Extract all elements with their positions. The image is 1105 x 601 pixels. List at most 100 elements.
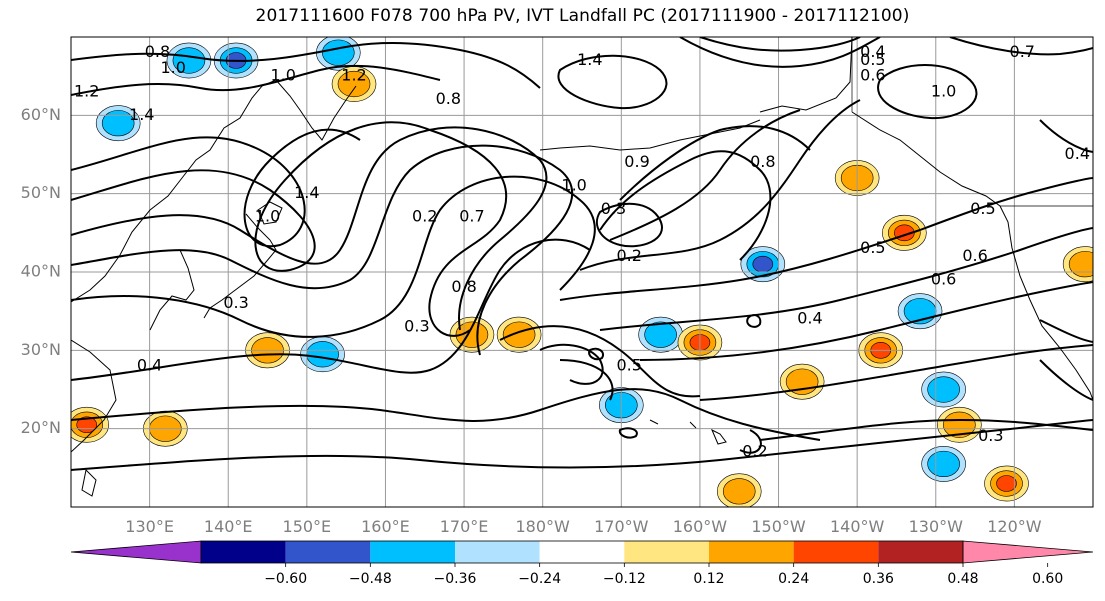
ivt-shade-level (172, 47, 206, 74)
pv-contour (609, 109, 801, 241)
contour-label: 0.8 (451, 277, 476, 296)
pv-contour (71, 144, 574, 356)
colorbar-segment (455, 541, 540, 563)
contour-label: 0.4 (137, 356, 162, 375)
contour-label: 0.4 (860, 42, 885, 61)
lat-tick-label: 50°N (21, 183, 61, 202)
pv-contour (71, 175, 596, 338)
pv-contour (699, 37, 861, 52)
pv-contour (746, 314, 762, 328)
colorbar-tick-label: −0.48 (349, 571, 392, 587)
pv-contour (588, 347, 604, 361)
lon-tick-label: 170°W (594, 517, 649, 536)
ivt-shaded-region (921, 371, 966, 408)
lat-tick-label: 40°N (21, 262, 61, 281)
contour-label: 0.3 (223, 293, 248, 312)
contour-label: 0.8 (750, 152, 775, 171)
contour-label: 0.6 (931, 269, 956, 288)
coastline-aleutians (539, 119, 761, 151)
pv-contour (759, 418, 1093, 441)
pv-contour (71, 419, 1093, 471)
ivt-shaded-region (716, 473, 762, 507)
contour-label: 0.6 (860, 66, 885, 85)
colorbar-tick-label: 0.24 (778, 571, 809, 587)
pv-contour (71, 388, 821, 441)
ivt-shade-level (943, 411, 976, 438)
contour-label: 0.5 (970, 199, 995, 218)
lon-tick-label: 130°E (125, 517, 174, 536)
coastline-asia (71, 79, 357, 303)
lon-tick-label: 140°W (830, 517, 885, 536)
pv-contour (639, 281, 1093, 361)
pv-contour (1039, 319, 1093, 343)
contour-label: 0.9 (624, 152, 649, 171)
contour-label: 1.4 (129, 105, 154, 124)
pv-contour (1039, 119, 1093, 153)
contour-label: 1.4 (577, 50, 602, 69)
lon-tick-label: 150°W (751, 517, 806, 536)
contour-labels-layer: 0.81.01.21.41.0 1.21.40.81.41.0 0.2 0.71.00… (74, 42, 1090, 461)
contour-label: 0.5 (616, 356, 641, 375)
coastline-china (71, 339, 117, 453)
contour-label: 1.0 (271, 66, 296, 85)
lon-tick-label: 180°W (516, 517, 571, 536)
colorbar-tick-label: −0.60 (264, 571, 307, 587)
pv-contour (559, 359, 614, 401)
lon-tick-label: 140°E (204, 517, 253, 536)
ivt-shade-level (306, 341, 339, 368)
contour-label: 1.0 (561, 175, 586, 194)
ivt-shaded-region (449, 316, 495, 353)
gridlines (71, 37, 1093, 507)
colorbar-tick-label: −0.12 (603, 571, 646, 587)
colorbar-segment (793, 541, 879, 563)
coastlines (71, 37, 1093, 497)
ivt-shaded-region (779, 363, 825, 400)
contour-label: 0.4 (1065, 144, 1090, 163)
coastline-alaska (759, 37, 853, 113)
pv-contour (1039, 359, 1093, 401)
pv-contour (595, 202, 663, 248)
pv-contour (599, 227, 1093, 331)
pv-contour (499, 325, 701, 398)
ivt-shade-level (337, 70, 371, 98)
colorbar-segment (878, 541, 963, 563)
pv-contour (71, 238, 591, 381)
colorbar-tick-label: 0.12 (693, 571, 724, 587)
ivt-shade-level (101, 110, 135, 137)
colorbar-tick-label: −0.24 (518, 571, 561, 587)
contour-label: 0.2 (742, 442, 767, 461)
coastline-north-america (851, 111, 1093, 401)
contour-label: 0.8 (436, 89, 461, 108)
ivt-shaded-region (638, 316, 683, 353)
contour-label: 0.3 (978, 426, 1003, 445)
lon-tick-label: 130°W (909, 517, 964, 536)
pv-contour (71, 41, 541, 89)
contour-label: 0.8 (145, 42, 170, 61)
contour-label: 0.7 (1010, 42, 1035, 61)
contour-label: 1.0 (931, 81, 956, 100)
contour-label: 0.5 (860, 238, 885, 257)
colorbar-segment (539, 541, 625, 563)
contour-label: 1.2 (74, 81, 99, 100)
colorbar-extend-low (70, 540, 202, 564)
pv-contour (557, 54, 668, 110)
contour-label: 0.2 (616, 246, 641, 265)
colorbar-frame (200, 540, 964, 564)
ivt-shade-level (927, 450, 960, 478)
lat-tick-label: 60°N (21, 105, 61, 124)
contour-label: 0.6 (962, 246, 987, 265)
pv-contour (599, 150, 772, 261)
contour-label: 1.2 (341, 66, 366, 85)
ivt-shade-level (927, 376, 960, 403)
pv-contour (559, 177, 1093, 301)
ivt-shade-level (502, 321, 536, 348)
ivt-shaded-region (1062, 246, 1093, 283)
pv-contour (71, 128, 361, 248)
ivt-shade-level (722, 478, 756, 505)
ivt-shade-level (1068, 251, 1093, 278)
pv-contour (877, 64, 978, 120)
colorbar-segment (370, 541, 455, 563)
contour-label: 0.7 (459, 207, 484, 226)
coastline-korea (149, 249, 195, 331)
plot-frame (70, 36, 1094, 508)
